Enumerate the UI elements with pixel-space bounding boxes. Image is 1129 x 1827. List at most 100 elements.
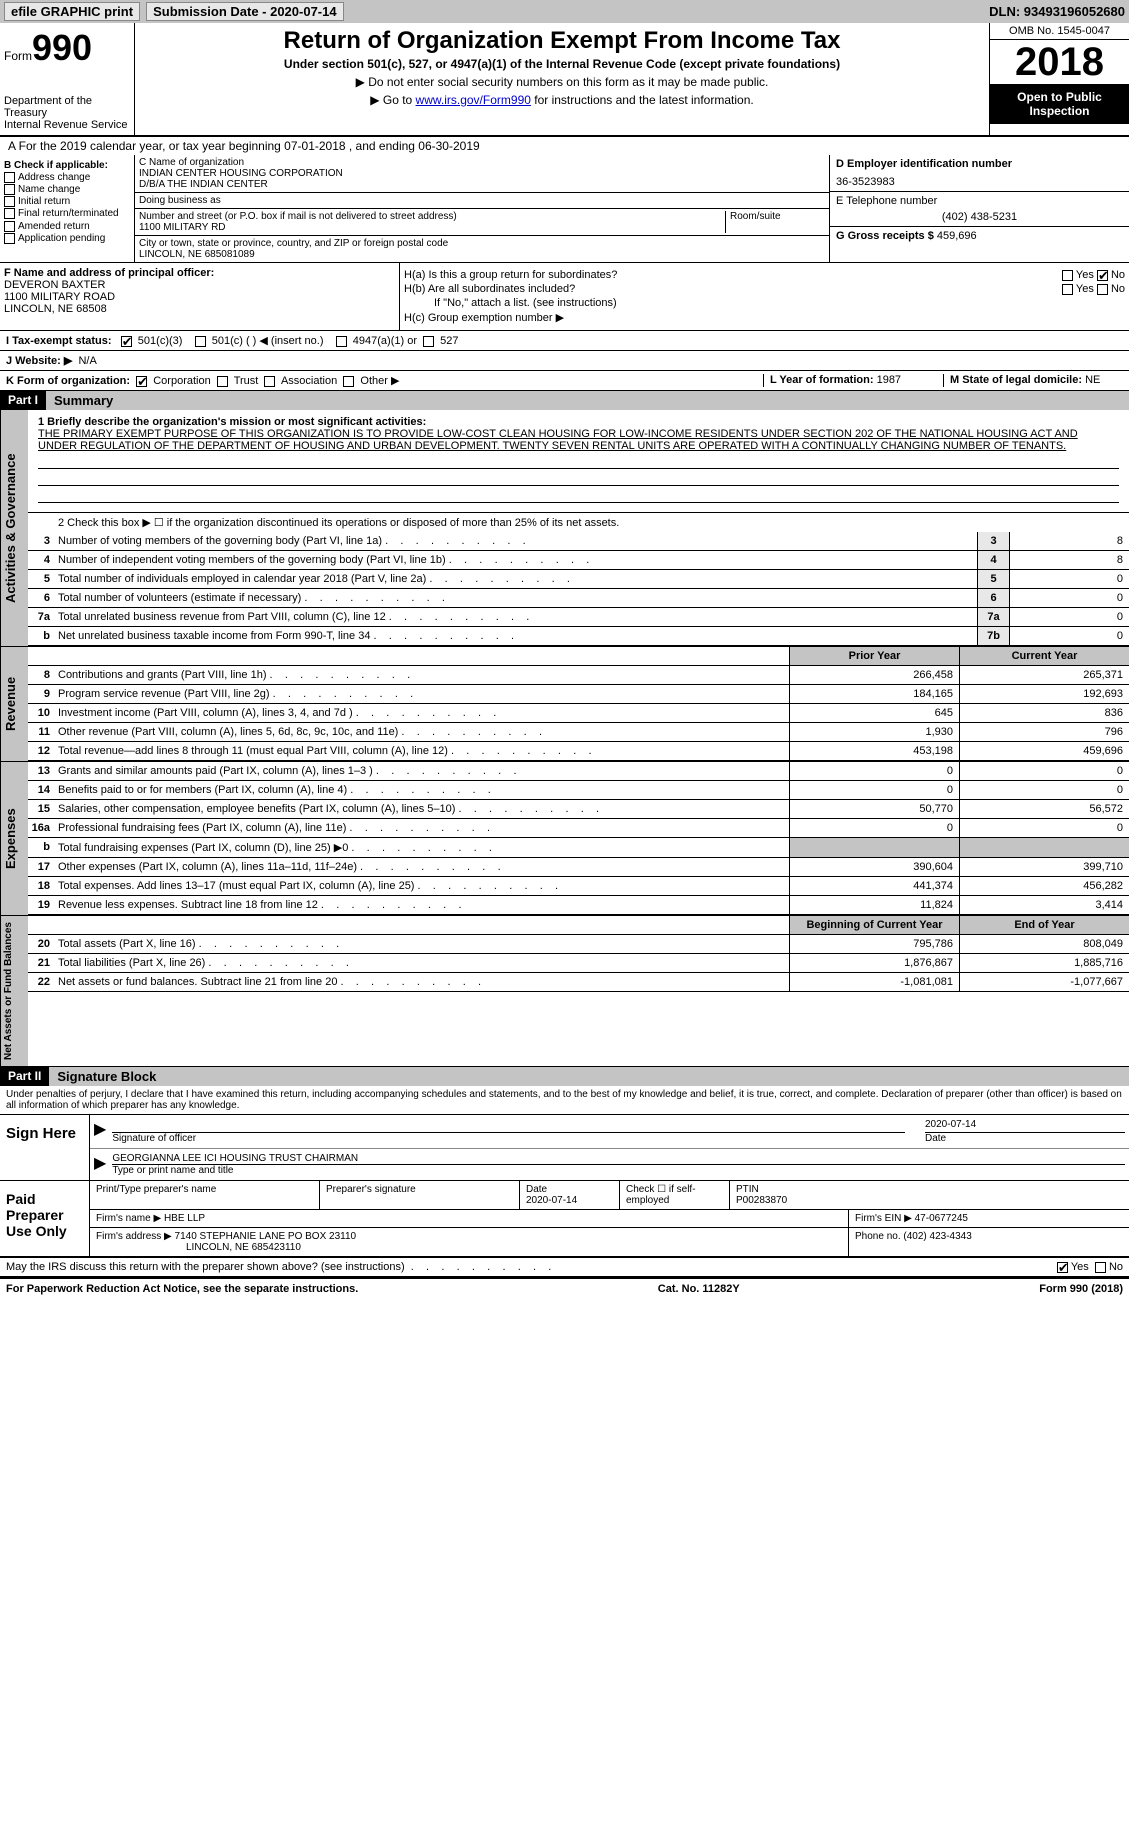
chk-final-return[interactable]	[4, 208, 15, 219]
irs-link[interactable]: www.irs.gov/Form990	[416, 93, 531, 107]
website-value: N/A	[78, 355, 96, 367]
state-domicile: NE	[1085, 374, 1100, 386]
h-section: H(a) Is this a group return for subordin…	[400, 263, 1129, 330]
ptin: P00283870	[736, 1195, 1123, 1206]
chk-address-change[interactable]	[4, 172, 15, 183]
exp-line-13: 13Grants and similar amounts paid (Part …	[28, 762, 1129, 781]
exp-line-17: 17Other expenses (Part IX, column (A), l…	[28, 858, 1129, 877]
form-header: Form990 Department of the Treasury Inter…	[0, 23, 1129, 137]
rev-line-10: 10Investment income (Part VIII, column (…	[28, 704, 1129, 723]
q1-label: 1 Briefly describe the organization's mi…	[38, 416, 1119, 428]
tel-value: (402) 438-5231	[836, 211, 1123, 223]
exp-line-19: 19Revenue less expenses. Subtract line 1…	[28, 896, 1129, 915]
form-990: 990	[32, 27, 92, 68]
chk-corp[interactable]	[136, 376, 147, 387]
part2-label: Part II	[0, 1067, 49, 1086]
f-label: F Name and address of principal officer:	[4, 267, 395, 279]
officer-addr2: LINCOLN, NE 68508	[4, 303, 395, 315]
exp-line-15: 15Salaries, other compensation, employee…	[28, 800, 1129, 819]
sign-here: Sign Here	[0, 1115, 90, 1180]
form-subtitle: Under section 501(c), 527, or 4947(a)(1)…	[139, 57, 985, 71]
perjury-declaration: Under penalties of perjury, I declare th…	[0, 1086, 1129, 1115]
footer-left: For Paperwork Reduction Act Notice, see …	[6, 1283, 358, 1295]
officer-printed-name: GEORGIANNA LEE ICI HOUSING TRUST CHAIRMA…	[112, 1153, 1125, 1165]
col-d: D Employer identification number 36-3523…	[829, 155, 1129, 262]
hb-no[interactable]	[1097, 284, 1108, 295]
chk-4947[interactable]	[336, 336, 347, 347]
self-employed: Check ☐ if self-employed	[620, 1181, 730, 1209]
prep-date: 2020-07-14	[526, 1195, 613, 1206]
expenses-section: Expenses 13Grants and similar amounts pa…	[0, 762, 1129, 916]
phone-label: Phone no.	[855, 1231, 901, 1242]
tel-label: E Telephone number	[836, 195, 1123, 207]
netassets-section: Net Assets or Fund Balances Beginning of…	[0, 916, 1129, 1067]
sig-date: 2020-07-14	[925, 1119, 1125, 1133]
klm-row: K Form of organization: Corporation Trus…	[0, 371, 1129, 391]
chk-trust[interactable]	[217, 376, 228, 387]
col-b-title: B Check if applicable:	[4, 160, 130, 171]
cat-no: Cat. No. 11282Y	[658, 1283, 740, 1295]
hb-yes[interactable]	[1062, 284, 1073, 295]
dba-label: Doing business as	[139, 195, 221, 206]
discuss-no[interactable]	[1095, 1262, 1106, 1273]
chk-other[interactable]	[343, 376, 354, 387]
gov-line-5: 5Total number of individuals employed in…	[28, 570, 1129, 589]
chk-initial-return[interactable]	[4, 196, 15, 207]
goto-pre: ▶ Go to	[370, 93, 415, 107]
discuss-yes[interactable]	[1057, 1262, 1068, 1273]
year-formation: 1987	[877, 374, 901, 386]
form-number: Form990	[4, 27, 130, 69]
ha-label: H(a) Is this a group return for subordin…	[404, 269, 617, 281]
q2-text: 2 Check this box ▶ ☐ if the organization…	[56, 513, 1129, 532]
sig-arrow-icon: ▶	[94, 1119, 106, 1144]
net-line-20: 20Total assets (Part X, line 16)795,7868…	[28, 935, 1129, 954]
chk-501c3[interactable]	[121, 336, 132, 347]
name-title-label: Type or print name and title	[112, 1165, 1125, 1176]
website-row: J Website: ▶ N/A	[0, 351, 1129, 371]
chk-501c[interactable]	[195, 336, 206, 347]
goto-post: for instructions and the latest informat…	[531, 93, 754, 107]
city-label: City or town, state or province, country…	[139, 238, 825, 249]
lbl-address-change: Address change	[18, 172, 90, 183]
exp-line-18: 18Total expenses. Add lines 13–17 (must …	[28, 877, 1129, 896]
chk-527[interactable]	[423, 336, 434, 347]
gross-value: 459,696	[937, 230, 977, 242]
efile-print-button[interactable]: efile GRAPHIC print	[4, 2, 140, 21]
gov-section: Activities & Governance 1 Briefly descri…	[0, 410, 1129, 647]
k-label: K Form of organization:	[6, 375, 130, 387]
chk-app-pending[interactable]	[4, 233, 15, 244]
ha-no[interactable]	[1097, 270, 1108, 281]
open-inspection: Open to Public Inspection	[990, 84, 1129, 124]
form-word: Form	[4, 49, 32, 63]
ha-yes[interactable]	[1062, 270, 1073, 281]
chk-name-change[interactable]	[4, 184, 15, 195]
lbl-name-change: Name change	[18, 184, 80, 195]
col-prior: Prior Year	[789, 647, 959, 665]
firm-ein: 47-0677245	[915, 1213, 968, 1224]
gov-line-4: 4Number of independent voting members of…	[28, 551, 1129, 570]
exp-line-b: bTotal fundraising expenses (Part IX, co…	[28, 838, 1129, 858]
hb-label: H(b) Are all subordinates included?	[404, 283, 575, 295]
calendar-year-row: A For the 2019 calendar year, or tax yea…	[0, 137, 1129, 155]
col-beg: Beginning of Current Year	[789, 916, 959, 934]
mission-block: 1 Briefly describe the organization's mi…	[28, 410, 1129, 513]
net-line-21: 21Total liabilities (Part X, line 26)1,8…	[28, 954, 1129, 973]
chk-assoc[interactable]	[264, 376, 275, 387]
date-label: Date	[925, 1133, 1125, 1144]
room-label: Room/suite	[730, 211, 781, 222]
firm-addr: 7140 STEPHANIE LANE PO BOX 23110	[175, 1231, 357, 1242]
col-curr: Current Year	[959, 647, 1129, 665]
rev-line-8: 8Contributions and grants (Part VIII, li…	[28, 666, 1129, 685]
officer-name: DEVERON BAXTER	[4, 279, 395, 291]
lbl-initial-return: Initial return	[18, 196, 70, 207]
discuss-row: May the IRS discuss this return with the…	[0, 1257, 1129, 1277]
lbl-app-pending: Application pending	[18, 233, 105, 244]
col-b-checkboxes: B Check if applicable: Address change Na…	[0, 155, 135, 262]
j-label: J Website: ▶	[6, 355, 72, 367]
net-header-row: Beginning of Current Year End of Year	[28, 916, 1129, 935]
addr-label: Number and street (or P.O. box if mail i…	[139, 211, 725, 222]
chk-amended[interactable]	[4, 221, 15, 232]
paid-preparer: Paid Preparer Use Only	[0, 1181, 90, 1256]
rev-line-9: 9Program service revenue (Part VIII, lin…	[28, 685, 1129, 704]
firm-city: LINCOLN, NE 685423110	[96, 1242, 301, 1253]
